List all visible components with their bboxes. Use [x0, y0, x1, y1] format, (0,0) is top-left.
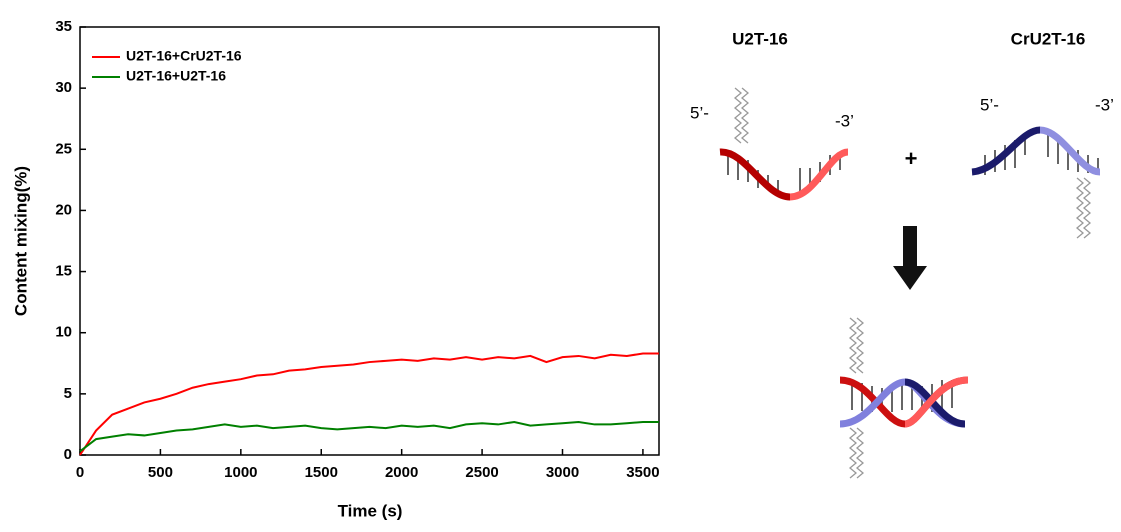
x-tick-label: 3500	[626, 464, 659, 481]
x-tick-label: 2500	[465, 464, 498, 481]
y-tick-label: 0	[64, 446, 72, 463]
y-tick-label: 30	[55, 79, 72, 96]
x-tick-label: 1000	[224, 464, 257, 481]
x-axis-label: Time (s)	[338, 501, 403, 520]
plus: +	[905, 146, 918, 171]
legend-label: U2T-16+CrU2T-16	[126, 48, 242, 64]
legend-label: U2T-16+U2T-16	[126, 68, 226, 84]
x-tick-label: 3000	[546, 464, 579, 481]
label: -3’	[1095, 95, 1114, 114]
label: CrU2T-16	[1011, 29, 1086, 48]
y-tick-label: 15	[55, 263, 72, 280]
label: 5’-	[690, 103, 709, 122]
arrow	[893, 226, 927, 290]
linkers	[733, 87, 1092, 479]
x-tick-label: 0	[76, 464, 84, 481]
plot-frame	[79, 26, 660, 456]
strand	[904, 376, 969, 428]
y-tick-label: 35	[55, 18, 72, 35]
x-tick-label: 2000	[385, 464, 418, 481]
label: 5’-	[980, 95, 999, 114]
label: U2T-16	[732, 29, 788, 48]
strand	[1039, 126, 1101, 176]
strand	[971, 126, 1041, 176]
strand	[719, 148, 791, 201]
diagram: U2T-16 CrU2T-16 5’- -3’ 5’- -3’ +	[690, 29, 1114, 479]
strand	[789, 148, 849, 201]
y-tick-label: 10	[55, 324, 72, 341]
y-tick-label: 20	[55, 201, 72, 218]
y-tick-label: 5	[64, 385, 72, 402]
y-axis-label: Content mixing(%)	[11, 166, 30, 316]
y-tick-label: 25	[55, 140, 72, 157]
series-line	[79, 420, 659, 453]
x-tick-label: 500	[148, 464, 173, 481]
label: -3’	[835, 111, 854, 130]
x-tick-label: 1500	[305, 464, 338, 481]
series-line	[79, 352, 659, 456]
